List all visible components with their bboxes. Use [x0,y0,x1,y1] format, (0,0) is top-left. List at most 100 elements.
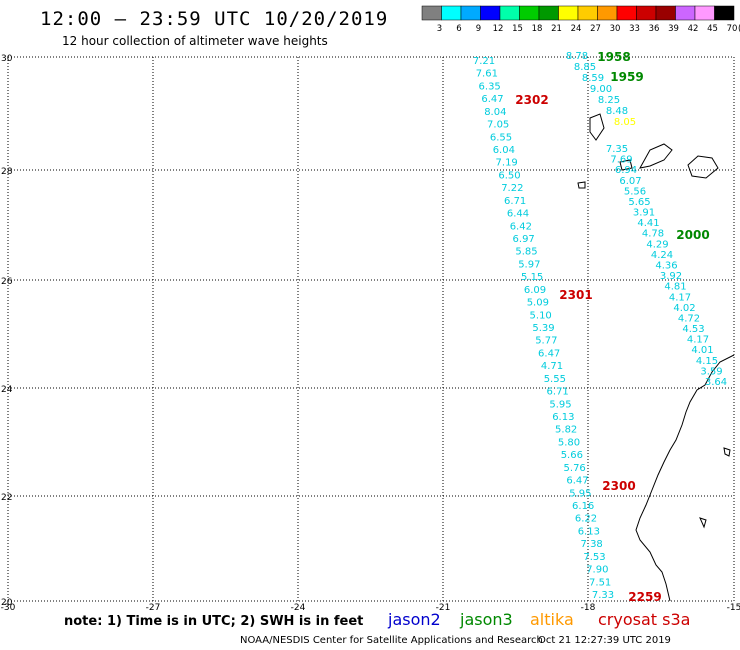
colorbar-label: 6 [456,24,461,34]
wave-height-value: 7.53 [583,552,605,563]
colorbar-swatch [480,5,501,21]
colorbar-label: 27 [590,24,601,34]
wave-height-value: 4.01 [691,345,713,356]
wave-height-value: 7.51 [589,577,611,588]
colorbar-swatch [597,5,618,21]
pass-time-label: 2000 [676,228,709,242]
colorbar-swatch [577,5,598,21]
wave-height-value: 6.42 [510,221,532,232]
colorbar-swatch [460,5,481,21]
wave-height-value: 7.22 [501,183,523,194]
wave-height-value: 6.35 [479,81,501,92]
wave-height-value: 5.82 [555,425,577,436]
wave-height-value: 4.17 [669,292,691,303]
colorbar-label: 3 [437,24,442,34]
lat-tick-label: 30 [1,54,13,64]
lat-tick-label: 22 [1,493,12,503]
wave-height-value: 3.59 [700,366,722,377]
colorbar-swatch [558,5,579,21]
wave-height-value: 5.97 [518,259,540,270]
colorbar-swatch [694,5,715,21]
colorbar-label: 45 [707,24,718,34]
wave-height-value: 4.24 [651,250,673,261]
colorbar-label: 33 [629,24,640,34]
colorbar-label: 39 [668,24,679,34]
colorbar-label: 12 [493,24,504,34]
wave-height-value: 7.33 [592,590,614,601]
lon-tick-label: -18 [581,603,596,613]
wave-height-value: 8.25 [598,95,620,106]
wave-height-value: 6.04 [493,145,515,156]
wave-height-value: 5.09 [527,298,549,309]
wave-height-value: 6.13 [552,412,574,423]
wave-height-value: 7.35 [606,144,628,155]
colorbar-label: 24 [571,24,582,34]
legend-jason3: jason3 [460,610,513,629]
colorbar-swatch [441,5,462,21]
colorbar-unit: (ft) [738,24,740,34]
island-hierro [577,181,586,189]
wave-height-value: 7.61 [476,69,498,80]
wave-height-value: 6.94 [615,165,637,176]
lon-tick-label: -15 [727,603,740,613]
wave-height-value: 5.85 [515,247,537,258]
colorbar-label: 42 [688,24,699,34]
colorbar-label: 21 [551,24,562,34]
page-title: 12:00 – 23:59 UTC 10/20/2019 [40,8,389,30]
wave-height-value: 6.44 [507,209,529,220]
wave-height-value: 6.22 [575,514,597,525]
pass-time-label: 2300 [602,479,635,493]
colorbar-swatch [675,5,696,21]
lat-tick-label: 28 [1,167,13,177]
wave-height-value: 6.13 [578,526,600,537]
page-subtitle: 12 hour collection of altimeter wave hei… [62,34,328,48]
wave-height-value: 7.05 [487,120,509,131]
colorbar-swatch [655,5,676,21]
wave-height-value: 3.91 [633,208,655,219]
wave-height-value: 6.97 [513,234,535,245]
wave-height-value: 3.64 [705,377,727,388]
wave-height-value: 6.50 [498,170,520,181]
pass-time-label: 2301 [559,288,592,302]
wave-height-value: 7.19 [496,158,518,169]
wave-height-value: 5.65 [628,197,650,208]
wave-height-value: 8.59 [582,73,604,84]
pass-time-label: 2259 [628,590,661,604]
note-text: note: 1) Time is in UTC; 2) SWH is in fe… [64,614,364,629]
pass-time-label: 2302 [515,93,548,107]
colorbar-swatch [636,5,657,21]
wave-height-value: 5.66 [561,450,583,461]
island-la-palma [589,113,605,141]
wave-height-value: 5.55 [544,374,566,385]
colorbar-swatch [616,5,637,21]
wave-height-value: 5.95 [549,399,571,410]
colorbar-label: 30 [610,24,621,34]
colorbar-swatch [421,5,442,21]
wave-height-value: 8.05 [614,117,636,128]
lat-tick-label: 26 [1,277,13,287]
pass-time-label: 1959 [610,70,643,84]
wave-height-value: 5.95 [569,488,591,499]
island-gomera [619,159,633,171]
wave-height-value: 5.56 [624,186,646,197]
coastline [635,354,735,602]
island-small [723,447,731,457]
wave-height-value: 6.47 [538,348,560,359]
lat-tick-label: 20 [1,598,13,608]
colorbar-label: 36 [649,24,660,34]
wave-height-value: 8.48 [606,106,628,117]
wave-height-value: 4.02 [673,303,695,314]
island-tenerife [639,143,673,169]
pass-time-label: 1958 [597,50,630,64]
wave-height-value: 4.53 [682,324,704,335]
wave-height-value: 4.15 [696,356,718,367]
wave-height-value: 6.47 [481,94,503,105]
colorbar-swatch [538,5,559,21]
wave-height-value: 5.76 [564,463,586,474]
colorbar-label: 70 [727,24,738,34]
wave-height-value: 4.41 [637,218,659,229]
colorbar-swatch [519,5,540,21]
wave-height-value: 6.07 [619,176,641,187]
footer-timestamp: Oct 21 12:27:39 UTC 2019 [538,635,671,646]
